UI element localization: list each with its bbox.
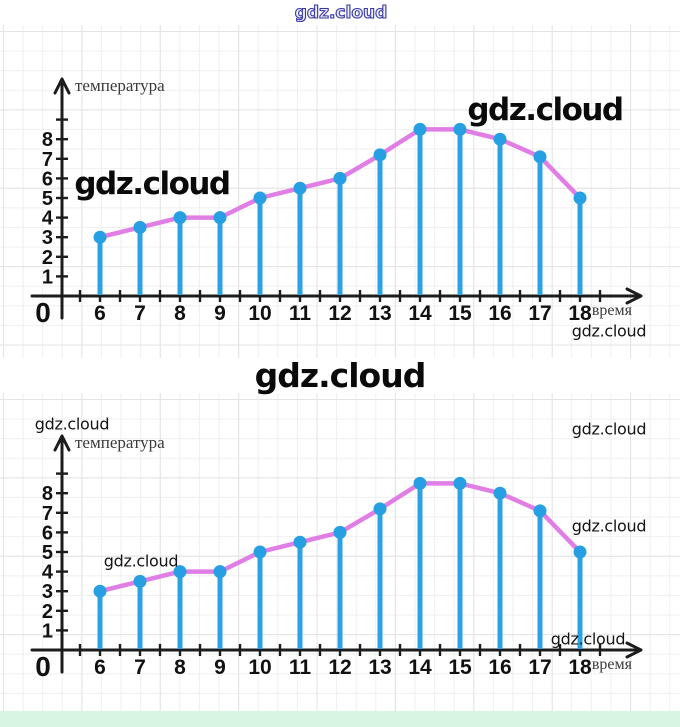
svg-text:1: 1 bbox=[42, 266, 53, 288]
svg-text:15: 15 bbox=[448, 656, 472, 679]
watermark-chart2-mid-left: gdz.cloud bbox=[103, 551, 179, 571]
watermark-chart1-left: gdz.cloud bbox=[74, 166, 231, 202]
top-banner-band: gdz.cloud bbox=[0, 0, 680, 25]
svg-text:2: 2 bbox=[42, 601, 53, 623]
svg-text:11: 11 bbox=[289, 302, 312, 325]
svg-text:4: 4 bbox=[42, 562, 54, 584]
svg-text:11: 11 bbox=[289, 656, 312, 679]
svg-text:8: 8 bbox=[174, 302, 186, 325]
svg-text:14: 14 bbox=[408, 302, 432, 325]
svg-text:6: 6 bbox=[94, 656, 106, 679]
svg-text:16: 16 bbox=[488, 302, 511, 325]
svg-text:7: 7 bbox=[42, 149, 53, 171]
svg-text:6: 6 bbox=[42, 522, 53, 544]
watermark-chart1-right: gdz.cloud bbox=[467, 92, 624, 128]
svg-text:17: 17 bbox=[528, 302, 551, 325]
svg-text:8: 8 bbox=[42, 129, 53, 151]
svg-text:17: 17 bbox=[528, 656, 551, 679]
svg-text:5: 5 bbox=[42, 188, 53, 210]
svg-text:3: 3 bbox=[42, 581, 53, 603]
svg-text:12: 12 bbox=[328, 656, 351, 679]
svg-text:12: 12 bbox=[328, 302, 351, 325]
watermark-top-banner: gdz.cloud bbox=[294, 2, 388, 23]
svg-text:4: 4 bbox=[42, 208, 54, 230]
svg-text:14: 14 bbox=[408, 656, 432, 679]
svg-text:18: 18 bbox=[568, 656, 592, 679]
svg-text:3: 3 bbox=[42, 227, 53, 249]
svg-text:6: 6 bbox=[94, 302, 106, 325]
watermark-chart2-mid-right: gdz.cloud bbox=[571, 516, 647, 536]
svg-text:температура: температура bbox=[75, 76, 165, 95]
section-title: gdz.cloud bbox=[254, 356, 427, 395]
watermark-chart2-top-left: gdz.cloud bbox=[34, 414, 110, 434]
svg-text:0: 0 bbox=[35, 297, 51, 328]
svg-text:7: 7 bbox=[134, 302, 146, 325]
svg-text:время: время bbox=[592, 302, 633, 319]
svg-text:10: 10 bbox=[248, 302, 271, 325]
graph-paper-bottom bbox=[0, 393, 680, 727]
svg-text:6: 6 bbox=[42, 168, 53, 190]
section-title-band: gdz.cloud bbox=[0, 356, 680, 395]
svg-text:13: 13 bbox=[368, 656, 391, 679]
watermark-chart1-below-axis: gdz.cloud bbox=[571, 321, 647, 341]
svg-text:температура: температура bbox=[75, 433, 165, 452]
svg-text:1: 1 bbox=[42, 620, 53, 642]
watermark-chart2-top-right: gdz.cloud bbox=[571, 419, 647, 439]
svg-text:2: 2 bbox=[42, 247, 53, 269]
svg-text:8: 8 bbox=[174, 656, 186, 679]
watermark-chart2-above-axis: gdz.cloud bbox=[550, 629, 626, 649]
svg-text:18: 18 bbox=[568, 302, 592, 325]
svg-text:0: 0 bbox=[35, 651, 51, 682]
svg-text:15: 15 bbox=[448, 302, 472, 325]
svg-text:8: 8 bbox=[42, 483, 53, 505]
svg-text:время: время bbox=[592, 656, 633, 673]
mint-footer-band bbox=[0, 711, 680, 727]
svg-text:9: 9 bbox=[214, 656, 226, 679]
svg-text:16: 16 bbox=[488, 656, 511, 679]
svg-text:5: 5 bbox=[42, 542, 53, 564]
svg-text:10: 10 bbox=[248, 656, 271, 679]
svg-text:7: 7 bbox=[42, 503, 53, 525]
svg-text:7: 7 bbox=[134, 656, 146, 679]
svg-text:9: 9 bbox=[214, 302, 226, 325]
svg-text:13: 13 bbox=[368, 302, 391, 325]
